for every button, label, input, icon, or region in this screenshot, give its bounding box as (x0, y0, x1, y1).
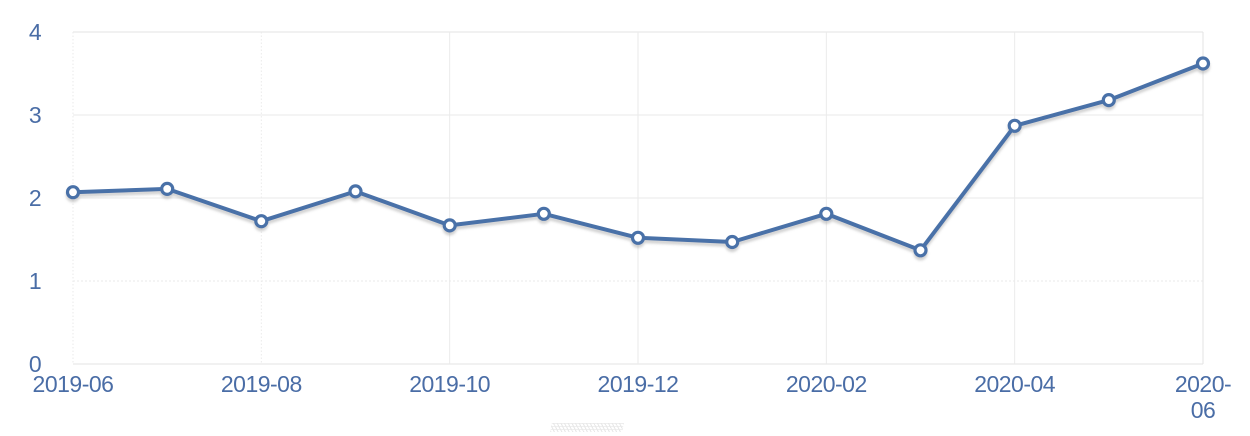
data-point-marker (630, 230, 646, 245)
x-tick-label: 2019-10 (409, 371, 491, 397)
y-tick-label: 4 (28, 19, 42, 45)
data-point-marker (725, 234, 740, 250)
data-point-marker (160, 181, 175, 196)
x-tick-label: 2019-12 (597, 371, 679, 397)
data-point-marker (442, 218, 457, 233)
data-point-marker (913, 243, 928, 258)
y-tick-label: 2 (28, 185, 42, 211)
data-point-marker (819, 206, 834, 221)
data-point-marker (65, 185, 81, 200)
y-tick-label: 3 (28, 102, 42, 128)
data-point-marker (348, 184, 363, 199)
data-point-marker (1101, 92, 1116, 108)
x-tick-label: 2020-06 (1174, 371, 1232, 423)
y-tick-label: 0 (28, 351, 42, 377)
y-tick-label: 1 (28, 268, 42, 294)
data-point-marker (1195, 56, 1211, 71)
x-tick-label: 2019-06 (32, 371, 114, 397)
data-point-marker (254, 214, 269, 229)
x-tick-label: 2020-04 (974, 371, 1056, 397)
x-tick-label: 2020-02 (785, 371, 867, 397)
data-point-marker (1007, 118, 1022, 133)
x-tick-label: 2019-08 (220, 371, 302, 397)
watermark (550, 423, 624, 432)
data-point-marker (536, 206, 551, 221)
